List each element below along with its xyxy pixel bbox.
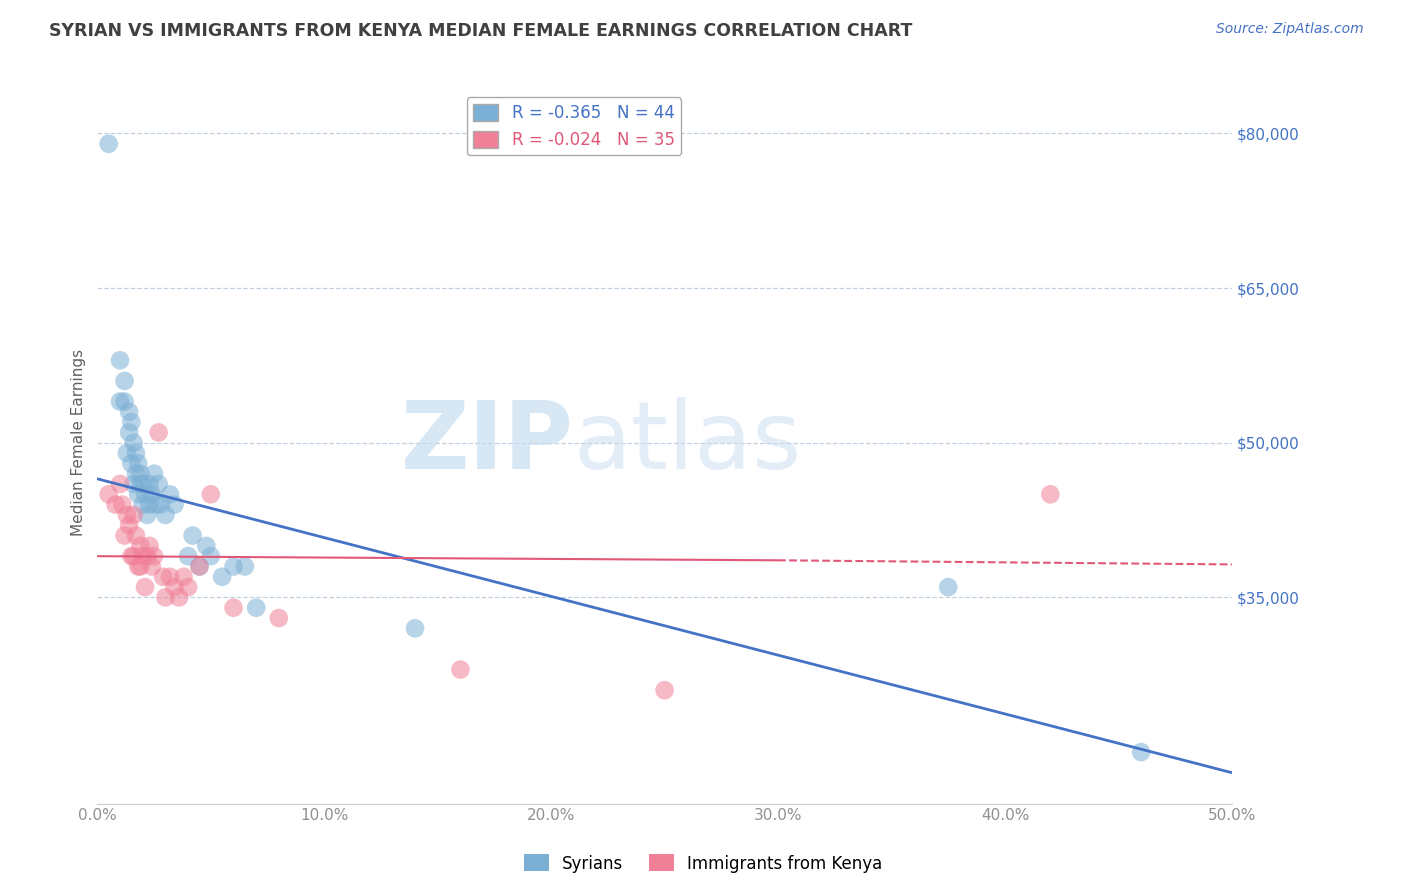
Point	[111, 498, 134, 512]
Point	[134, 487, 156, 501]
Point	[181, 528, 204, 542]
Point	[132, 477, 155, 491]
Point	[118, 518, 141, 533]
Point	[114, 394, 136, 409]
Point	[132, 498, 155, 512]
Point	[245, 600, 267, 615]
Point	[177, 549, 200, 564]
Point	[118, 405, 141, 419]
Point	[129, 467, 152, 481]
Point	[155, 591, 177, 605]
Point	[267, 611, 290, 625]
Point	[136, 549, 159, 564]
Point	[129, 539, 152, 553]
Point	[404, 621, 426, 635]
Point	[148, 425, 170, 440]
Point	[936, 580, 959, 594]
Point	[222, 559, 245, 574]
Point	[114, 528, 136, 542]
Point	[654, 683, 676, 698]
Point	[159, 570, 181, 584]
Point	[155, 508, 177, 522]
Point	[136, 508, 159, 522]
Point	[122, 549, 145, 564]
Point	[145, 498, 167, 512]
Point	[122, 435, 145, 450]
Point	[200, 549, 222, 564]
Point	[222, 600, 245, 615]
Text: atlas: atlas	[574, 397, 801, 489]
Point	[127, 456, 149, 470]
Text: SYRIAN VS IMMIGRANTS FROM KENYA MEDIAN FEMALE EARNINGS CORRELATION CHART: SYRIAN VS IMMIGRANTS FROM KENYA MEDIAN F…	[49, 22, 912, 40]
Point	[1130, 745, 1153, 759]
Point	[188, 559, 211, 574]
Point	[108, 394, 131, 409]
Point	[1039, 487, 1062, 501]
Point	[149, 498, 172, 512]
Point	[211, 570, 233, 584]
Point	[177, 580, 200, 594]
Point	[449, 663, 471, 677]
Point	[97, 487, 120, 501]
Point	[125, 528, 148, 542]
Point	[141, 487, 163, 501]
Legend: R = -0.365   N = 44, R = -0.024   N = 35: R = -0.365 N = 44, R = -0.024 N = 35	[467, 97, 681, 155]
Point	[200, 487, 222, 501]
Point	[122, 508, 145, 522]
Point	[132, 549, 155, 564]
Point	[173, 570, 195, 584]
Point	[129, 559, 152, 574]
Point	[152, 570, 174, 584]
Point	[233, 559, 256, 574]
Point	[104, 498, 127, 512]
Point	[143, 467, 166, 481]
Point	[143, 549, 166, 564]
Point	[127, 559, 149, 574]
Point	[125, 446, 148, 460]
Point	[138, 477, 160, 491]
Point	[159, 487, 181, 501]
Point	[134, 580, 156, 594]
Point	[97, 136, 120, 151]
Point	[114, 374, 136, 388]
Point	[195, 539, 218, 553]
Point	[141, 559, 163, 574]
Point	[108, 477, 131, 491]
Point	[138, 539, 160, 553]
Point	[167, 591, 190, 605]
Point	[120, 415, 142, 429]
Point	[138, 498, 160, 512]
Point	[120, 456, 142, 470]
Y-axis label: Median Female Earnings: Median Female Earnings	[72, 349, 86, 536]
Point	[163, 498, 186, 512]
Point	[115, 508, 138, 522]
Point	[122, 477, 145, 491]
Point	[120, 549, 142, 564]
Point	[127, 487, 149, 501]
Point	[125, 467, 148, 481]
Point	[129, 477, 152, 491]
Point	[163, 580, 186, 594]
Text: Source: ZipAtlas.com: Source: ZipAtlas.com	[1216, 22, 1364, 37]
Text: ZIP: ZIP	[401, 397, 574, 489]
Point	[148, 477, 170, 491]
Legend: Syrians, Immigrants from Kenya: Syrians, Immigrants from Kenya	[517, 847, 889, 880]
Point	[188, 559, 211, 574]
Point	[108, 353, 131, 368]
Point	[118, 425, 141, 440]
Point	[115, 446, 138, 460]
